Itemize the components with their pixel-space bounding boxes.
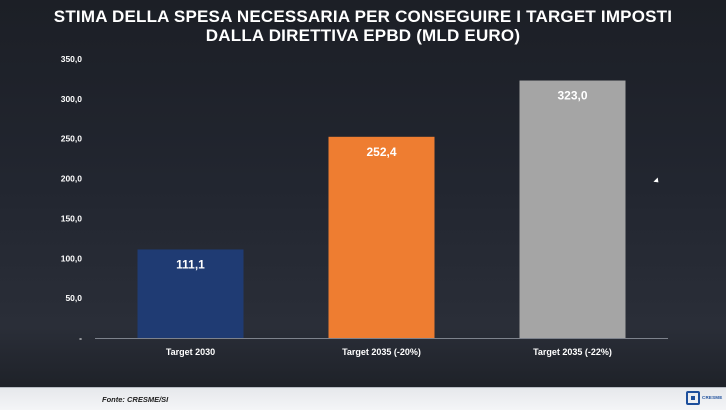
- y-tick-label: 150,0: [61, 213, 83, 223]
- y-tick-label: 350,0: [61, 54, 83, 64]
- data-label: 323,0: [557, 89, 587, 103]
- y-tick-label: 250,0: [61, 134, 83, 144]
- chart-title-line-2: DALLA DIRETTIVA EPBD (MLD EURO): [205, 26, 521, 45]
- bar: [519, 80, 626, 338]
- source-note: Fonte: CRESME/SI: [102, 395, 169, 404]
- y-tick-label: 300,0: [61, 94, 83, 104]
- y-tick-label: 200,0: [61, 174, 83, 184]
- cresme-logo-icon: [686, 391, 700, 405]
- y-tick-label: 50,0: [65, 293, 82, 303]
- y-tick-label: 100,0: [61, 253, 83, 263]
- bar: [137, 249, 244, 338]
- chart-title: STIMA DELLA SPESA NECESSARIA PER CONSEGU…: [0, 7, 726, 45]
- chart-title-line-1: STIMA DELLA SPESA NECESSARIA PER CONSEGU…: [53, 7, 673, 26]
- x-tick-label: Target 2030: [166, 347, 215, 357]
- x-tick-label: Target 2035 (-22%): [533, 347, 612, 357]
- cresme-logo: CRESME: [686, 390, 722, 408]
- footer-bar: Fonte: CRESME/SI CRESME: [0, 387, 726, 410]
- data-label: 252,4: [366, 145, 396, 159]
- data-label: 111,1: [176, 257, 205, 271]
- x-tick-label: Target 2035 (-20%): [342, 347, 421, 357]
- cresme-logo-text: CRESME: [702, 395, 723, 400]
- y-tick-label: -: [79, 333, 82, 343]
- bar: [328, 136, 435, 338]
